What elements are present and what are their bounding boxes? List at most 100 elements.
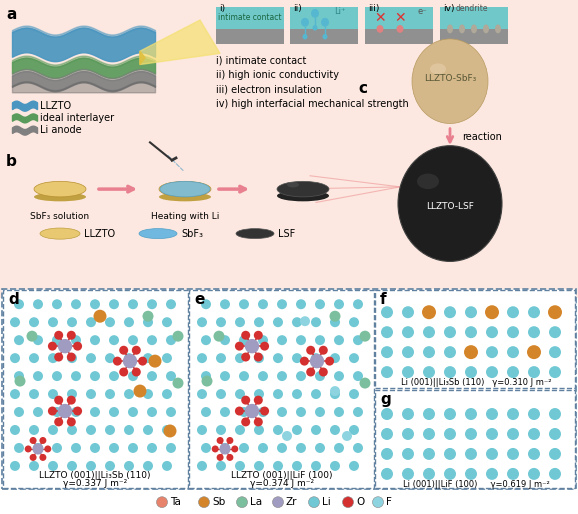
Circle shape — [402, 408, 414, 420]
Circle shape — [241, 331, 250, 340]
Circle shape — [381, 428, 393, 440]
Circle shape — [90, 299, 100, 309]
Circle shape — [67, 425, 77, 435]
Circle shape — [149, 355, 161, 368]
Text: e: e — [194, 292, 205, 307]
Circle shape — [444, 468, 456, 480]
Circle shape — [29, 317, 39, 327]
Circle shape — [381, 408, 393, 420]
Circle shape — [507, 468, 519, 480]
Circle shape — [334, 407, 344, 417]
Circle shape — [277, 443, 287, 453]
Text: Li: Li — [322, 497, 331, 507]
Circle shape — [507, 326, 519, 338]
Circle shape — [313, 25, 317, 31]
Circle shape — [48, 353, 58, 363]
FancyBboxPatch shape — [189, 290, 374, 488]
Text: LLZTO: LLZTO — [40, 101, 71, 111]
Circle shape — [67, 389, 77, 399]
Circle shape — [465, 326, 477, 338]
Bar — [440, 7, 508, 29]
Circle shape — [254, 389, 264, 399]
Circle shape — [201, 335, 211, 345]
Circle shape — [381, 468, 393, 480]
Circle shape — [353, 443, 363, 453]
Circle shape — [119, 346, 128, 355]
Circle shape — [166, 443, 176, 453]
Circle shape — [14, 376, 25, 387]
Circle shape — [260, 407, 269, 415]
Ellipse shape — [277, 181, 329, 197]
Bar — [440, 29, 508, 45]
Circle shape — [52, 335, 62, 345]
Polygon shape — [140, 51, 145, 65]
Circle shape — [33, 407, 43, 417]
Bar — [216, 29, 284, 45]
Circle shape — [10, 317, 20, 327]
Circle shape — [381, 346, 393, 358]
Circle shape — [172, 378, 183, 389]
Circle shape — [301, 18, 309, 27]
Circle shape — [109, 407, 119, 417]
Circle shape — [197, 389, 207, 399]
Circle shape — [241, 396, 250, 405]
Circle shape — [486, 428, 498, 440]
Circle shape — [157, 497, 168, 508]
Circle shape — [353, 371, 363, 381]
Circle shape — [25, 446, 32, 452]
Circle shape — [315, 371, 325, 381]
Circle shape — [444, 448, 456, 460]
Circle shape — [58, 404, 72, 418]
Circle shape — [397, 25, 403, 33]
Bar — [365, 7, 433, 29]
Circle shape — [507, 346, 519, 358]
Text: LSF: LSF — [278, 229, 295, 238]
Circle shape — [71, 443, 81, 453]
Circle shape — [235, 353, 245, 363]
Circle shape — [353, 299, 363, 309]
Circle shape — [241, 353, 250, 361]
Circle shape — [202, 376, 213, 387]
Circle shape — [319, 368, 328, 376]
Circle shape — [52, 407, 62, 417]
Ellipse shape — [417, 174, 439, 189]
Circle shape — [29, 389, 39, 399]
Text: Li anode: Li anode — [40, 125, 81, 135]
Circle shape — [54, 417, 63, 427]
Circle shape — [128, 299, 138, 309]
Circle shape — [306, 346, 315, 355]
Text: SbF₃: SbF₃ — [181, 229, 203, 238]
Circle shape — [423, 346, 435, 358]
Circle shape — [132, 368, 141, 376]
Circle shape — [90, 443, 100, 453]
Circle shape — [528, 306, 540, 318]
Text: ideal interlayer: ideal interlayer — [40, 113, 114, 123]
Circle shape — [239, 335, 249, 345]
Circle shape — [273, 389, 283, 399]
Circle shape — [143, 461, 153, 471]
Circle shape — [220, 299, 230, 309]
Circle shape — [273, 461, 283, 471]
Circle shape — [128, 335, 138, 345]
Circle shape — [235, 342, 244, 351]
Circle shape — [124, 353, 134, 363]
Text: LLZTO-SbF₃: LLZTO-SbF₃ — [424, 75, 476, 83]
Text: ii) high ionic conductivity: ii) high ionic conductivity — [216, 70, 339, 80]
Circle shape — [349, 389, 359, 399]
Circle shape — [45, 446, 51, 452]
Text: b: b — [6, 154, 17, 169]
Circle shape — [412, 39, 488, 123]
Circle shape — [147, 335, 157, 345]
Circle shape — [29, 454, 36, 461]
Circle shape — [58, 339, 72, 353]
Circle shape — [198, 497, 209, 508]
Bar — [365, 29, 433, 45]
Circle shape — [311, 389, 321, 399]
Circle shape — [109, 371, 119, 381]
Circle shape — [29, 425, 39, 435]
Text: iii): iii) — [368, 5, 379, 13]
Circle shape — [220, 335, 230, 345]
Circle shape — [321, 18, 329, 27]
Circle shape — [507, 448, 519, 460]
Text: LLZTO: LLZTO — [84, 229, 115, 238]
